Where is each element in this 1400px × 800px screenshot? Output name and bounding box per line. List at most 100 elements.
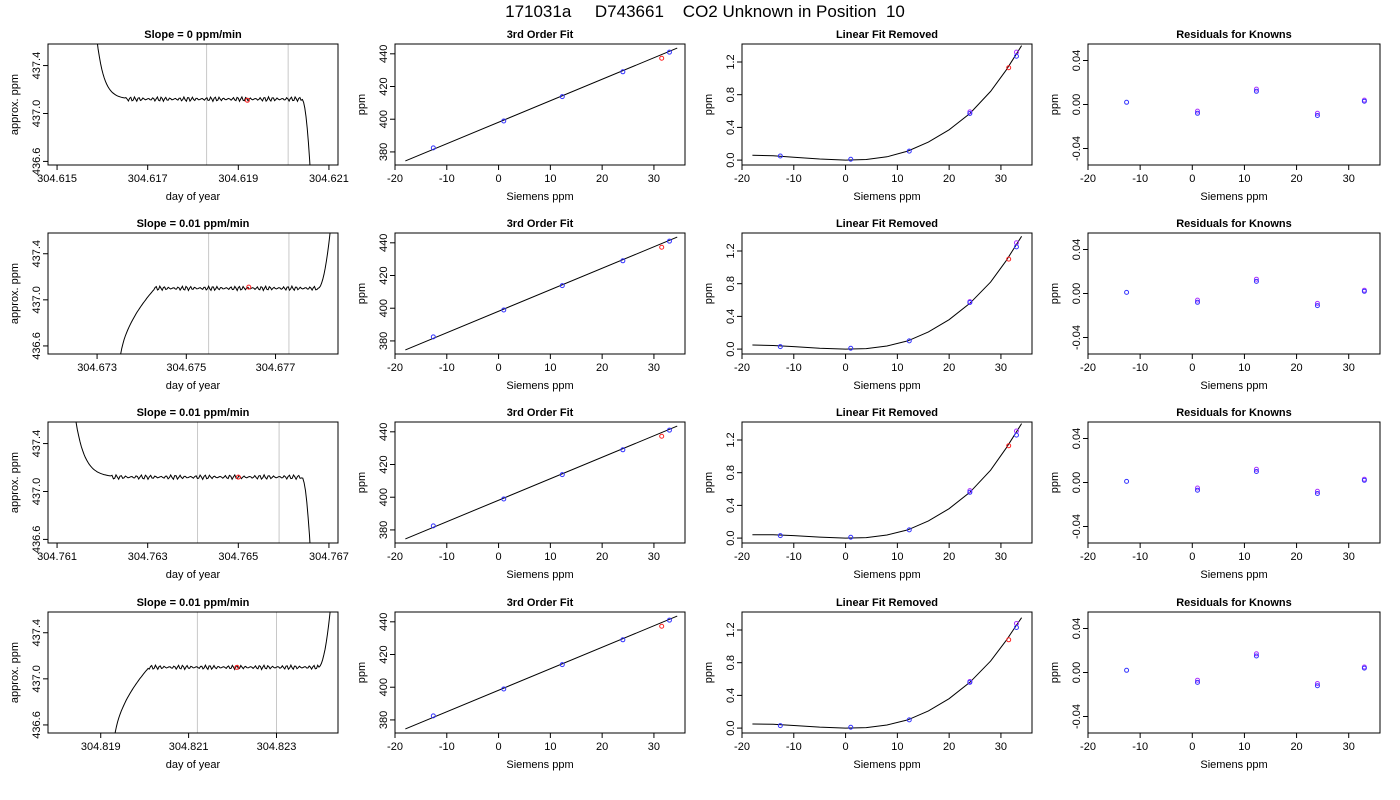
- plot-frame: [1087, 611, 1381, 734]
- y-tick-label: 0.04: [1071, 618, 1083, 639]
- known-standard-point: [620, 258, 626, 264]
- x-tick-label: 30: [648, 741, 660, 753]
- plot-area: [752, 617, 1023, 730]
- y-axis-label: ppm: [1049, 94, 1061, 115]
- known-standard-point: [1253, 278, 1259, 284]
- panel-r2c1: 3rd Order Fit -20 -10 0 10 20 30 380 400 420 440 Si…: [356, 407, 686, 581]
- y-tick-label: 437.0: [31, 286, 43, 314]
- x-axis-label: day of year: [166, 191, 221, 203]
- x-tick-label: -10: [786, 362, 802, 374]
- plot-area: [75, 422, 311, 543]
- y-tick-label: 0.00: [1071, 472, 1083, 493]
- known-standard-point: [777, 533, 783, 539]
- known-standard-point: [430, 145, 436, 151]
- known-standard-point: [620, 447, 626, 453]
- known-standard-point: [967, 679, 973, 685]
- panel-r0c1: 3rd Order Fit -20 -10 0 10 20 30 380 400 420 440 Si…: [356, 29, 686, 203]
- panel-r3c0: Slope = 0.01 ppm/min 304.819 304.821 304.82…: [9, 597, 339, 771]
- y-axis-label: approx. ppm: [9, 642, 21, 703]
- x-tick-label: -20: [387, 362, 403, 374]
- y-tick-label: 1.2: [725, 54, 737, 69]
- x-tick-label: 0: [1189, 173, 1195, 185]
- unknown-sample-point: [1006, 256, 1012, 262]
- y-axis-label: approx. ppm: [9, 452, 21, 513]
- x-tick-label: -20: [1080, 551, 1096, 563]
- y-tick-label: 437.0: [31, 478, 43, 506]
- known-standard-point: [906, 148, 912, 154]
- known-standard-point: [559, 662, 565, 668]
- known-standard-point: [967, 299, 973, 305]
- known-standard-point: [1124, 478, 1130, 484]
- x-tick-label: 0: [843, 173, 849, 185]
- known-standard-point: [1314, 303, 1320, 309]
- x-tick-label: 20: [1290, 741, 1302, 753]
- y-tick-label: 400: [378, 110, 390, 128]
- y-tick-label: 0.04: [1071, 239, 1083, 260]
- y-tick-label: 0.00: [1071, 662, 1083, 683]
- unknown-sample-point: [659, 55, 665, 61]
- plot-frame: [394, 421, 686, 544]
- x-tick-label: 10: [1238, 173, 1250, 185]
- panel-r0c2: Linear Fit Removed -20 -10 0 10 20 30 0.0 0.4 0.8…: [703, 29, 1033, 203]
- known-standard-point: [1253, 86, 1259, 92]
- x-tick-label: 0: [496, 551, 502, 563]
- y-tick-label: 0.4: [725, 120, 737, 135]
- known-standard-point: [1314, 488, 1320, 494]
- x-axis-label: Siemens ppm: [506, 191, 573, 203]
- x-tick-label: 30: [995, 173, 1007, 185]
- known-standard-point: [1314, 113, 1320, 118]
- x-tick-label: 10: [891, 173, 903, 185]
- y-tick-label: 420: [378, 455, 390, 473]
- panel-title: Residuals for Knowns: [1176, 597, 1292, 609]
- known-standard-point: [1314, 683, 1320, 689]
- x-tick-label: 304.615: [37, 173, 77, 185]
- x-tick-label: 20: [943, 362, 955, 374]
- panel-title: 3rd Order Fit: [507, 407, 574, 419]
- x-tick-label: 0: [1189, 741, 1195, 753]
- x-tick-label: -20: [387, 173, 403, 185]
- x-tick-label: 10: [1238, 741, 1250, 753]
- y-axis-label: ppm: [1049, 662, 1061, 683]
- y-tick-label: -0.04: [1071, 325, 1083, 350]
- y-axis-label: ppm: [1049, 283, 1061, 304]
- x-tick-label: 10: [544, 362, 556, 374]
- unknown-mean-point: [234, 664, 240, 670]
- panel-title: Residuals for Knowns: [1176, 218, 1292, 230]
- unknown-mean-point: [235, 474, 241, 480]
- known-standard-point: [1124, 99, 1130, 105]
- x-tick-label: -10: [786, 173, 802, 185]
- x-tick-label: 304.617: [128, 173, 168, 185]
- panel-r3c3: Residuals for Knowns -20 -10 0 10 20 30 -0.04 0.…: [1049, 597, 1381, 771]
- x-tick-label: 10: [1238, 362, 1250, 374]
- x-tick-label: 10: [891, 741, 903, 753]
- x-axis-label: Siemens ppm: [1200, 191, 1267, 203]
- x-tick-label: 10: [1238, 551, 1250, 563]
- y-tick-label: 0.00: [1071, 283, 1083, 304]
- panel-title: 3rd Order Fit: [507, 218, 574, 230]
- y-axis-label: ppm: [356, 283, 368, 304]
- x-tick-label: -10: [439, 173, 455, 185]
- x-tick-label: 0: [496, 741, 502, 753]
- y-tick-label: 437.4: [31, 52, 43, 80]
- y-tick-label: 440: [378, 423, 390, 441]
- plot-area: [405, 615, 678, 730]
- x-tick-label: 304.821: [169, 741, 209, 753]
- plot-area: [120, 233, 331, 354]
- y-tick-label: 0.0: [725, 341, 737, 356]
- known-standard-point: [1013, 625, 1019, 631]
- panel-title: Slope = 0.01 ppm/min: [137, 407, 250, 419]
- x-tick-label: 30: [648, 551, 660, 563]
- known-standard-point: [1253, 466, 1259, 472]
- y-tick-label: 437.4: [31, 430, 43, 458]
- known-standard-point: [1124, 667, 1130, 673]
- known-standard-point: [620, 637, 626, 643]
- x-axis-label: Siemens ppm: [1200, 569, 1267, 581]
- panel-r1c2: Linear Fit Removed -20 -10 0 10 20 30 0.0 0.4 0.8…: [703, 218, 1033, 392]
- fit-line: [405, 425, 678, 540]
- known-standard-point: [1013, 244, 1019, 250]
- y-tick-label: -0.04: [1071, 136, 1083, 161]
- y-tick-label: 1.2: [725, 622, 737, 637]
- panel-r1c0: Slope = 0.01 ppm/min 304.673 304.675 304.67…: [9, 218, 339, 392]
- x-tick-label: 30: [1343, 741, 1355, 753]
- known-standard-point: [501, 307, 507, 313]
